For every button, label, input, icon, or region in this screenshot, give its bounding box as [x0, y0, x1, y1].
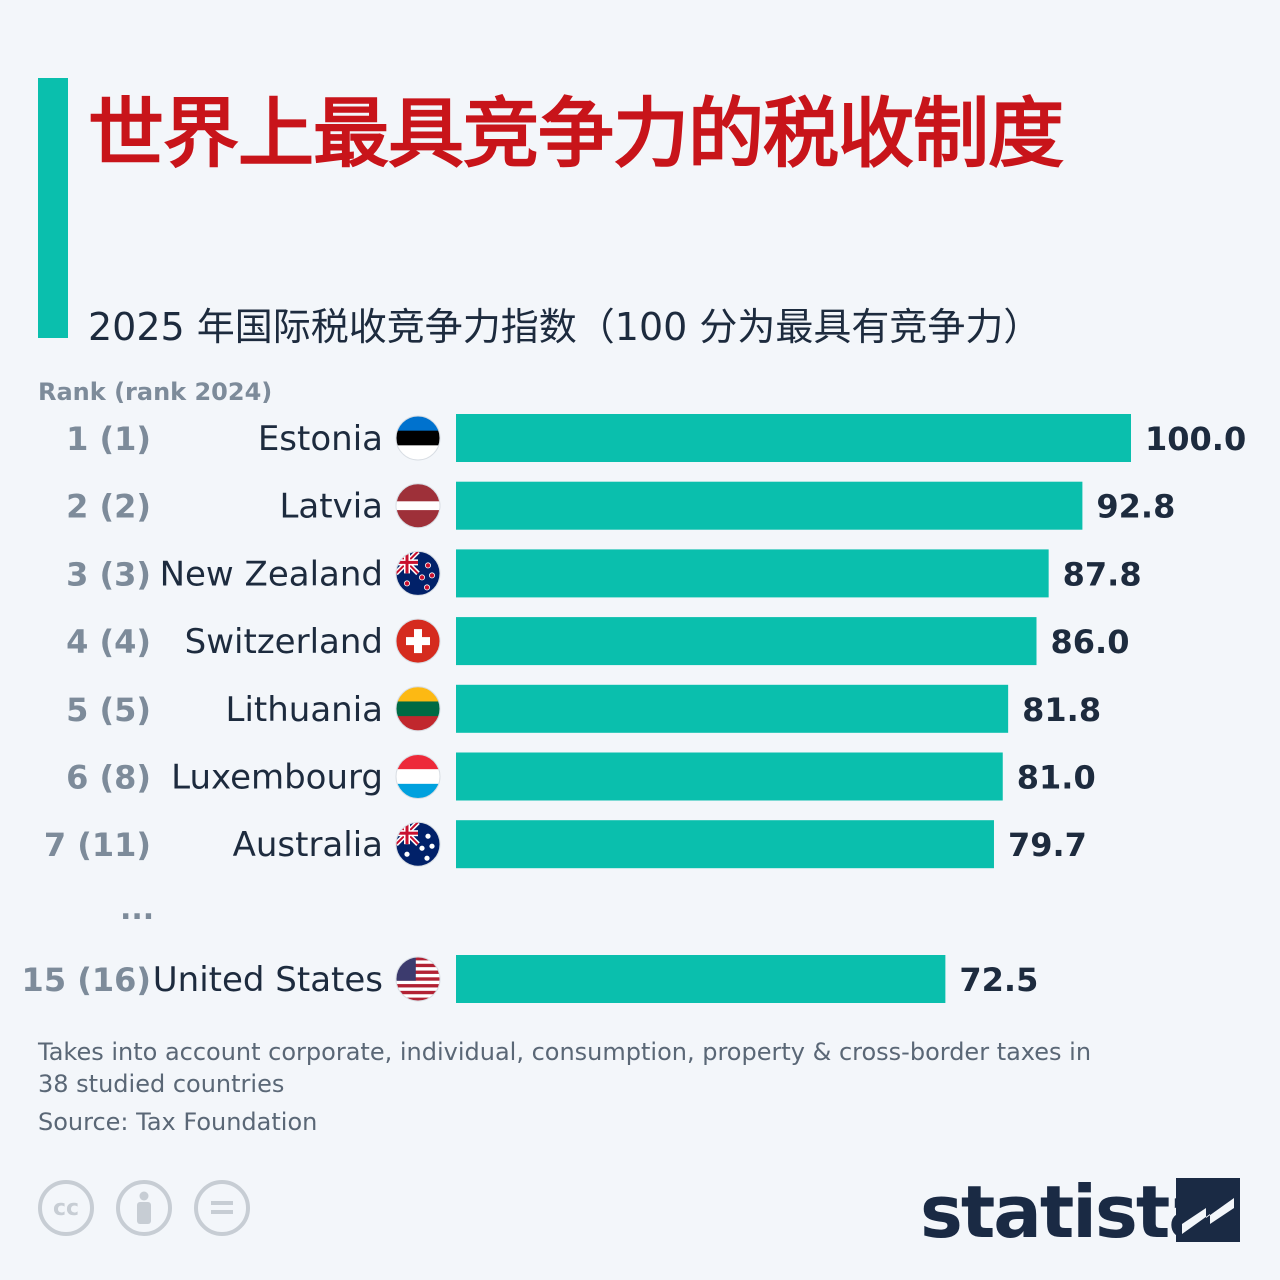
rank-label: 3 (3)	[66, 555, 151, 593]
country-label: Australia	[233, 825, 383, 865]
rank-label: 6 (8)	[66, 759, 151, 797]
chart-subtitle: 2025 年国际税收竞争力指数（100 分为最具有竞争力）	[88, 305, 1042, 349]
new-zealand-flag-icon	[395, 550, 441, 596]
bar[interactable]	[456, 617, 1037, 666]
switzerland-flag-icon	[395, 618, 441, 664]
bar[interactable]	[456, 684, 1009, 733]
australia-flag-icon	[395, 821, 441, 867]
luxembourg-flag-icon	[395, 754, 441, 799]
latvia-flag-icon	[395, 483, 441, 529]
bar[interactable]	[456, 752, 1003, 801]
cc-icon[interactable]: cc	[38, 1180, 94, 1236]
value-label: 72.5	[959, 961, 1038, 999]
bar[interactable]	[456, 549, 1049, 598]
value-label: 87.8	[1063, 555, 1142, 593]
bar[interactable]	[456, 955, 946, 1003]
rank-label: 4 (4)	[66, 623, 151, 661]
rank-label: 7 (11)	[44, 826, 151, 864]
statista-mark-icon	[1176, 1178, 1240, 1242]
country-label: Latvia	[279, 487, 383, 527]
rank-label: 15 (16)	[22, 961, 151, 999]
rank-label: 2 (2)	[66, 488, 151, 526]
value-label: 79.7	[1008, 826, 1087, 864]
source-note: Source: Tax Foundation	[38, 1108, 318, 1136]
value-label: 100.0	[1145, 420, 1246, 458]
value-label: 81.8	[1022, 691, 1101, 729]
value-label: 86.0	[1051, 623, 1130, 661]
no-derivatives-icon[interactable]	[194, 1180, 250, 1236]
country-label: Estonia	[258, 419, 383, 459]
country-label: Lithuania	[226, 690, 383, 730]
rank-label: 1 (1)	[66, 420, 151, 458]
bar[interactable]	[456, 414, 1131, 462]
bar[interactable]	[456, 481, 1083, 530]
statista-logo[interactable]: statista	[920, 1170, 1217, 1254]
bar[interactable]	[456, 820, 994, 869]
chart-note: Takes into account corporate, individual…	[38, 1038, 1092, 1098]
omitted-rows-ellipsis: ...	[120, 892, 155, 927]
country-label: Switzerland	[185, 622, 383, 662]
value-label: 81.0	[1017, 759, 1096, 797]
chart-title: 世界上最具竞争力的税收制度	[88, 89, 1064, 178]
attribution-icon[interactable]	[116, 1180, 172, 1236]
lithuania-flag-icon	[395, 686, 441, 732]
title-accent-bar	[38, 78, 68, 338]
country-label: United States	[153, 960, 383, 1000]
estonia-flag-icon	[395, 415, 441, 461]
rank-label: 5 (5)	[66, 691, 151, 729]
country-label: Luxembourg	[171, 758, 383, 798]
country-label: New Zealand	[160, 554, 383, 594]
value-label: 92.8	[1096, 488, 1175, 526]
rank-column-header: Rank (rank 2024)	[38, 378, 273, 406]
united-states-flag-icon	[395, 956, 441, 1002]
